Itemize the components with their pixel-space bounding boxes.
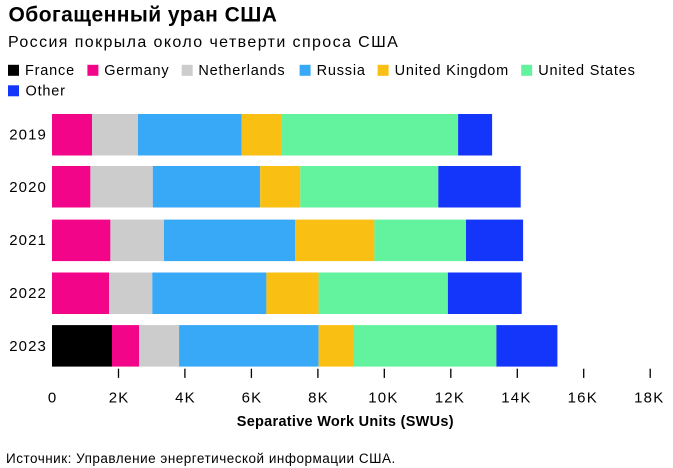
svg-text:14K: 14K — [501, 389, 531, 406]
svg-text:Обогащенный уран США: Обогащенный уран США — [9, 3, 278, 26]
svg-text:2K: 2K — [109, 389, 130, 406]
svg-text:Источник: Управление энергетич: Источник: Управление энергетической инфо… — [6, 451, 396, 466]
svg-text:United Kingdom: United Kingdom — [395, 63, 509, 79]
svg-text:Netherlands: Netherlands — [198, 63, 285, 79]
svg-text:12K: 12K — [435, 389, 465, 406]
svg-text:2020: 2020 — [9, 179, 47, 196]
svg-text:Other: Other — [26, 84, 66, 100]
svg-text:United States: United States — [538, 63, 635, 79]
svg-text:2021: 2021 — [9, 232, 47, 249]
svg-text:0: 0 — [48, 389, 58, 406]
svg-text:Germany: Germany — [104, 63, 169, 79]
svg-text:6K: 6K — [242, 389, 263, 406]
svg-text:2022: 2022 — [9, 285, 47, 302]
svg-text:2023: 2023 — [9, 338, 47, 355]
svg-text:Separative Work Units (SWUs): Separative Work Units (SWUs) — [237, 414, 454, 430]
svg-text:4K: 4K — [175, 389, 196, 406]
svg-text:Россия покрыла около четверти: Россия покрыла около четверти спроса США — [8, 34, 399, 51]
svg-text:Russia: Russia — [317, 63, 366, 79]
svg-text:18K: 18K — [634, 389, 664, 406]
svg-text:8K: 8K — [308, 389, 329, 406]
svg-text:10K: 10K — [368, 389, 398, 406]
svg-text:16K: 16K — [568, 389, 598, 406]
svg-text:2019: 2019 — [9, 126, 47, 143]
svg-text:France: France — [25, 63, 75, 79]
